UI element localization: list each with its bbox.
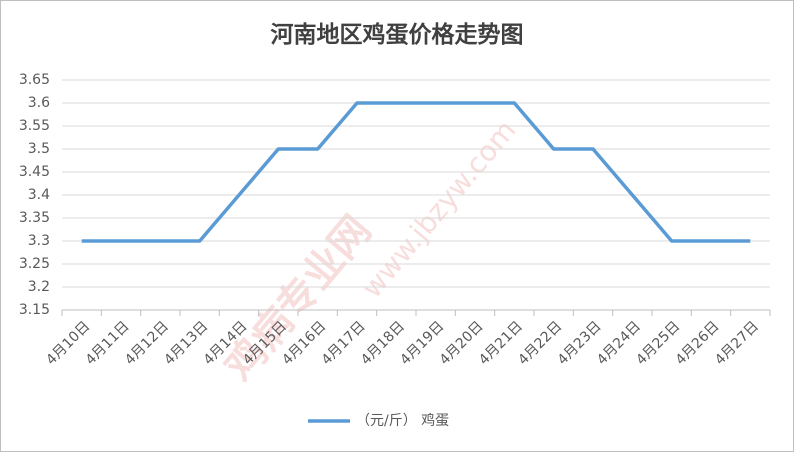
y-tick-label: 3.6 bbox=[28, 95, 50, 111]
legend-label: （元/斤） 鸡蛋 bbox=[356, 412, 449, 429]
y-tick-label: 3.45 bbox=[19, 164, 50, 180]
y-tick-label: 3.35 bbox=[19, 210, 50, 226]
y-tick-label: 3.25 bbox=[19, 256, 50, 272]
y-tick-label: 3.4 bbox=[28, 187, 50, 203]
y-tick-label: 3.65 bbox=[19, 72, 50, 88]
y-tick-label: 3.3 bbox=[28, 233, 50, 249]
y-tick-label: 3.55 bbox=[19, 118, 50, 134]
y-tick-label: 3.5 bbox=[28, 141, 50, 157]
chart-title: 河南地区鸡蛋价格走势图 bbox=[271, 21, 524, 48]
y-tick-label: 3.15 bbox=[19, 302, 50, 318]
series-line bbox=[81, 101, 751, 243]
y-tick-label: 3.2 bbox=[28, 279, 50, 295]
